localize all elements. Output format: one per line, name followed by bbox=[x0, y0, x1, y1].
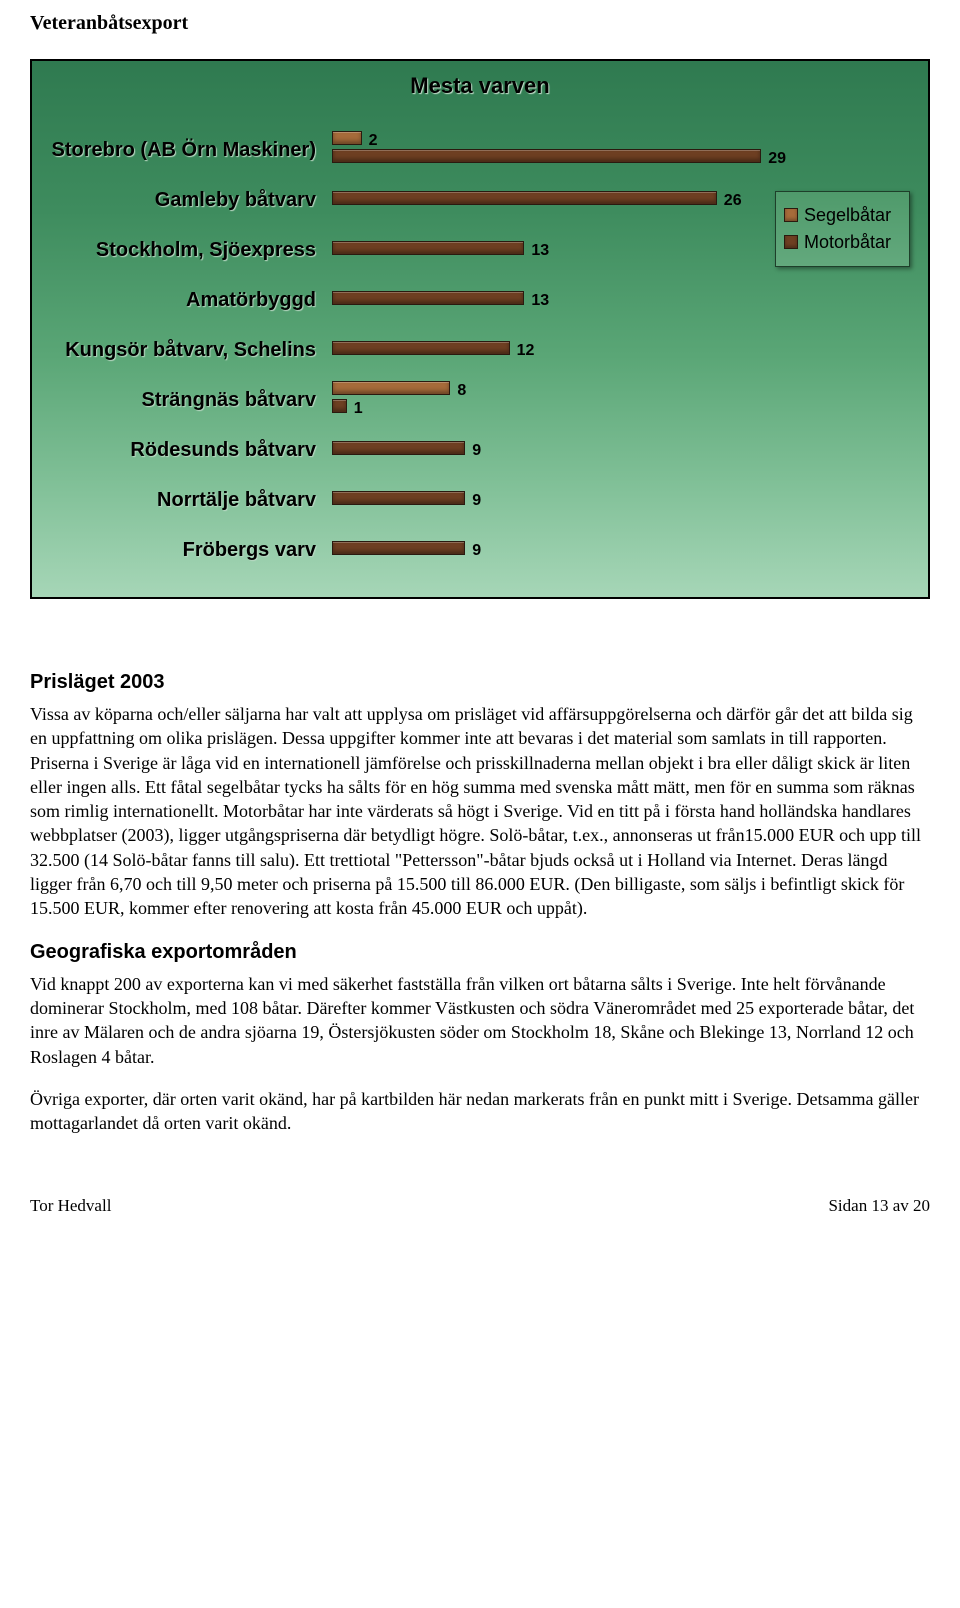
chart-category-row: Strängnäs båtvarv81 bbox=[32, 373, 928, 423]
chart-bars-group: 13 bbox=[332, 223, 918, 273]
footer-page-number: Sidan 13 av 20 bbox=[828, 1195, 930, 1218]
chart-bar: 8 bbox=[332, 381, 450, 395]
chart-category-label: Kungsör båtvarv, Schelins bbox=[32, 337, 322, 364]
chart-bars-group: 13 bbox=[332, 273, 918, 323]
body-paragraph: Övriga exporter, där orten varit okänd, … bbox=[30, 1087, 930, 1136]
chart-bar-value: 13 bbox=[531, 290, 549, 312]
chart-category-row: Gamleby båtvarv 26 bbox=[32, 173, 928, 223]
chart-category-label: Rödesunds båtvarv bbox=[32, 437, 322, 464]
chart-bar: 12 bbox=[332, 341, 510, 355]
chart-bars-group: 26 bbox=[332, 173, 918, 223]
section-heading-prislaget: Prisläget 2003 bbox=[30, 669, 930, 696]
chart-bar-value: 1 bbox=[354, 398, 363, 420]
chart-bars-group: 2 29 bbox=[332, 123, 918, 173]
chart-bar-value: 8 bbox=[457, 380, 466, 402]
chart-bar: 1 bbox=[332, 399, 347, 413]
chart-bar: 2 bbox=[332, 131, 362, 145]
chart-category-row: Storebro (AB Örn Maskiner) 2 29 bbox=[32, 123, 928, 173]
chart-bar-value: 9 bbox=[472, 440, 481, 462]
chart-category-label: Gamleby båtvarv bbox=[32, 187, 322, 214]
chart-category-row: Fröbergs varv 9 bbox=[32, 523, 928, 573]
chart-bars-group: 12 bbox=[332, 323, 918, 373]
chart-category-label: Strängnäs båtvarv bbox=[32, 387, 322, 414]
chart-bar: 13 bbox=[332, 241, 524, 255]
chart-category-row: Rödesunds båtvarv 9 bbox=[32, 423, 928, 473]
chart-category-label: Amatörbyggd bbox=[32, 287, 322, 314]
chart-category-row: Amatörbyggd 13 bbox=[32, 273, 928, 323]
chart-bar-value: 12 bbox=[517, 340, 535, 362]
chart-bars-group: 9 bbox=[332, 523, 918, 573]
chart-category-label: Fröbergs varv bbox=[32, 537, 322, 564]
chart-bars-group: 9 bbox=[332, 473, 918, 523]
chart-mesta-varven: Mesta varven Segelbåtar Motorbåtar Store… bbox=[30, 59, 930, 599]
chart-category-label: Norrtälje båtvarv bbox=[32, 487, 322, 514]
chart-bar: 29 bbox=[332, 149, 761, 163]
body-paragraph: Vid knappt 200 av exporterna kan vi med … bbox=[30, 972, 930, 1069]
page-footer: Tor Hedvall Sidan 13 av 20 bbox=[30, 1195, 930, 1218]
chart-title: Mesta varven bbox=[32, 71, 928, 101]
chart-plot-area: Storebro (AB Örn Maskiner) 2 29 Gamleby båt… bbox=[32, 123, 928, 577]
chart-bar: 9 bbox=[332, 491, 465, 505]
chart-bar: 26 bbox=[332, 191, 717, 205]
chart-category-row: Stockholm, Sjöexpress 13 bbox=[32, 223, 928, 273]
body-paragraph: Vissa av köparna och/eller säljarna har … bbox=[30, 702, 930, 921]
chart-category-label: Stockholm, Sjöexpress bbox=[32, 237, 322, 264]
chart-bar: 9 bbox=[332, 541, 465, 555]
chart-bar-value: 13 bbox=[531, 240, 549, 262]
chart-bar-value: 26 bbox=[724, 190, 742, 212]
chart-category-row: Kungsör båtvarv, Schelins 12 bbox=[32, 323, 928, 373]
chart-bar: 9 bbox=[332, 441, 465, 455]
chart-bar-value: 9 bbox=[472, 490, 481, 512]
chart-bar-value: 9 bbox=[472, 540, 481, 562]
chart-bars-group: 81 bbox=[332, 373, 918, 423]
chart-bars-group: 9 bbox=[332, 423, 918, 473]
chart-category-label: Storebro (AB Örn Maskiner) bbox=[32, 137, 322, 164]
chart-bar: 13 bbox=[332, 291, 524, 305]
chart-bar-value: 29 bbox=[768, 148, 786, 170]
section-heading-geografiska: Geografiska exportområden bbox=[30, 939, 930, 966]
page-title: Veteranbåtsexport bbox=[30, 10, 930, 37]
chart-category-row: Norrtälje båtvarv 9 bbox=[32, 473, 928, 523]
footer-author: Tor Hedvall bbox=[30, 1195, 111, 1218]
